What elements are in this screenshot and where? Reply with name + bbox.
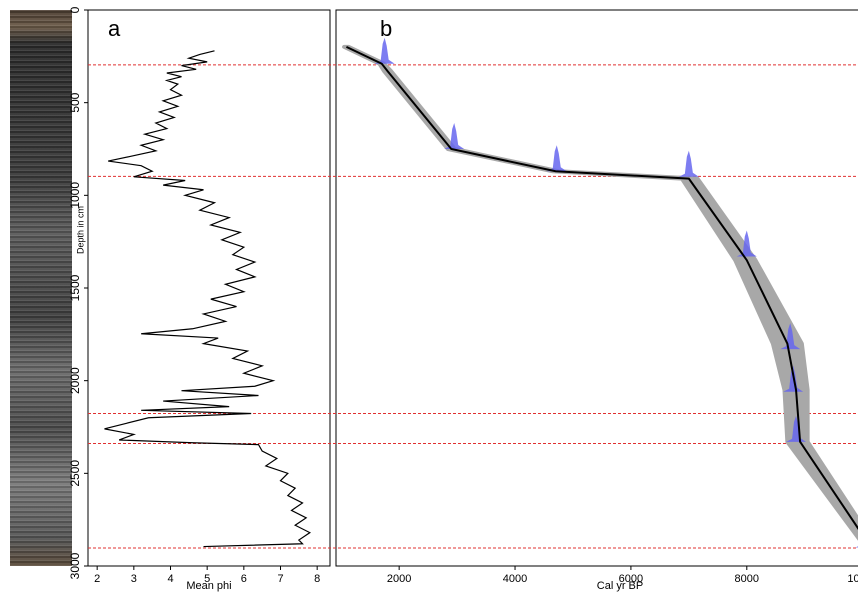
- x-tick-label: 4: [167, 573, 173, 585]
- y-tick-label: 3000: [68, 552, 82, 579]
- x-tick-label: 10000: [847, 573, 858, 585]
- panel-b-frame: [336, 10, 858, 566]
- y-tick-label: 1000: [68, 182, 82, 209]
- x-tick-label: 3: [131, 573, 137, 585]
- x-tick-label: 2000: [387, 573, 411, 585]
- x-tick-label: 7: [277, 573, 283, 585]
- y-tick-label: 0: [68, 6, 82, 13]
- panel-a-frame: [88, 10, 330, 566]
- x-tick-label: 8000: [735, 573, 759, 585]
- y-tick-label: 1500: [68, 274, 82, 301]
- uncertainty-band: [344, 47, 858, 544]
- x-tick-label: 5: [204, 573, 210, 585]
- phi-line: [105, 51, 310, 547]
- panel-label: a: [108, 16, 121, 41]
- x-tick-label: 6: [241, 573, 247, 585]
- x-tick-label: 2: [94, 573, 100, 585]
- y-axis-label: Depth in cm: [75, 206, 85, 254]
- y-tick-label: 500: [68, 92, 82, 112]
- x-tick-label: 4000: [503, 573, 527, 585]
- panel-label: b: [380, 16, 392, 41]
- chart: a b Mean phi Cal yr BP Depth in cm 05001…: [0, 0, 858, 596]
- x-tick-label: 8: [314, 573, 320, 585]
- x-tick-label: 6000: [619, 573, 643, 585]
- y-tick-label: 2500: [68, 460, 82, 487]
- y-tick-label: 2000: [68, 367, 82, 394]
- date-distribution: [679, 151, 699, 177]
